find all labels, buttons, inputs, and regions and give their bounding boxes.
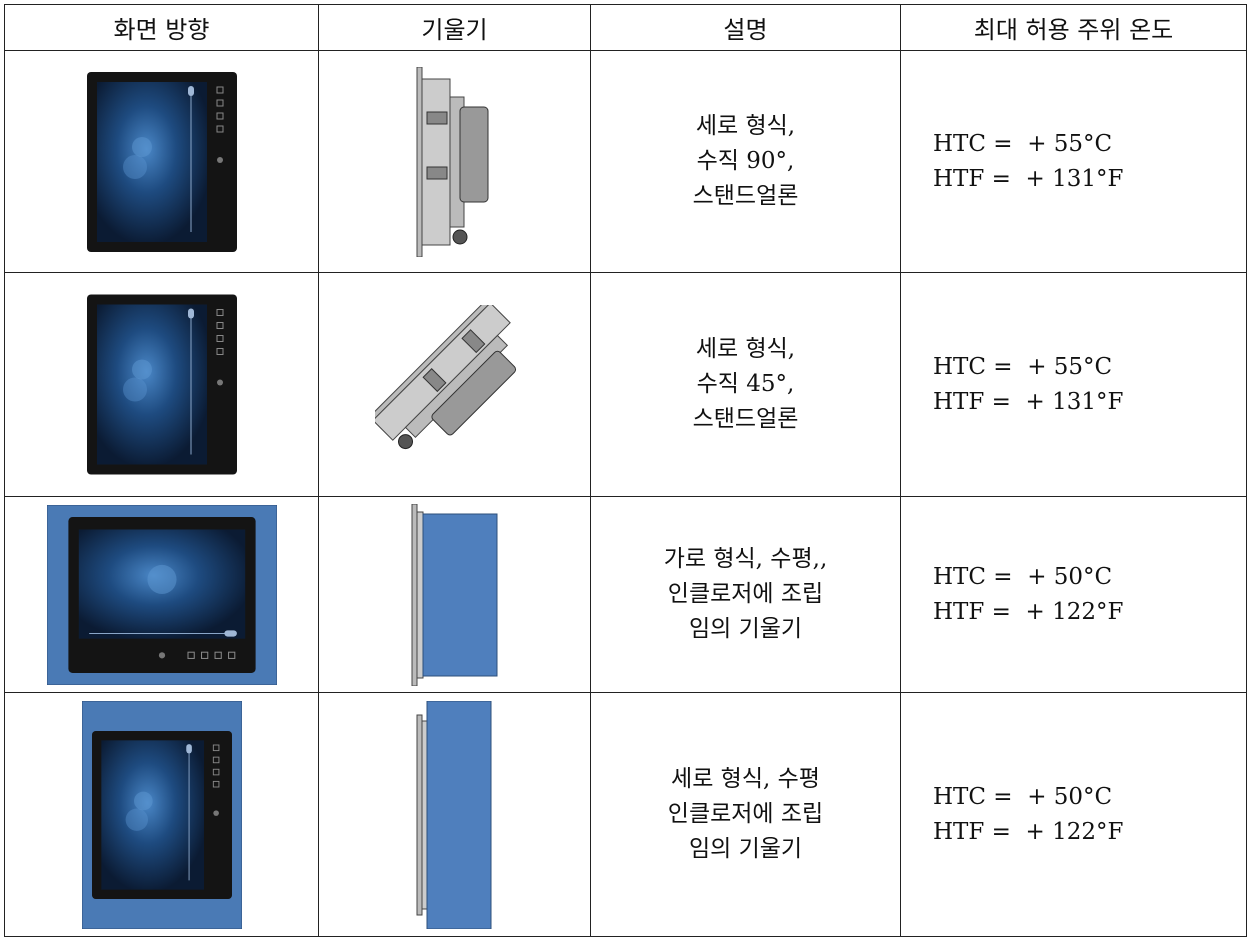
- temperature-cell: HTC = + 55°C HTF = + 131°F: [900, 272, 1247, 497]
- row: 세로 형식, 수직 90°, 스탠드얼론 HTC = + 55°C HTF = + 1…: [4, 50, 1247, 273]
- description-line: 스탠드얼론: [692, 406, 799, 432]
- temperature-line: HTC = + 50°C: [933, 563, 1113, 590]
- panel-landscape: [46, 504, 277, 685]
- row: 세로 형식, 수직 45°, 스탠드얼론 HTC = + 55°C HTF = + 1…: [4, 272, 1247, 497]
- description-line: 임의 기울기: [688, 836, 803, 862]
- temperature-cell: HTC = + 50°C HTF = + 122°F: [900, 496, 1247, 693]
- description-line: 수직 45°,: [696, 371, 795, 397]
- temperature-line: HTC = + 50°C: [933, 783, 1113, 810]
- temperature-cell: HTC = + 50°C HTF = + 122°F: [900, 692, 1247, 937]
- temperature-line: HTC = + 55°C: [933, 130, 1113, 157]
- description-line: 세로 형식,: [695, 113, 796, 139]
- description-line: 스탠드얼론: [692, 183, 799, 209]
- tilt-cell: [318, 272, 591, 497]
- temperature-line: HTC = + 55°C: [933, 353, 1113, 380]
- description-line: 임의 기울기: [688, 616, 803, 642]
- orientation-cell: [4, 496, 319, 693]
- description-line: 세로 형식,: [695, 336, 796, 362]
- header-row: 화면 방향 기울기 설명 최대 허용 주위 온도: [4, 4, 1247, 51]
- temperature-line: HTF = + 131°F: [933, 165, 1124, 192]
- side-view: [416, 700, 491, 929]
- description-cell: 세로 형식, 수직 45°, 스탠드얼론: [590, 272, 901, 497]
- side-view: [415, 67, 495, 257]
- orientation-cell: [4, 692, 319, 937]
- side-view: [411, 503, 497, 686]
- description-line: 세로 형식, 수평: [671, 766, 820, 792]
- tilt-cell: [318, 50, 591, 273]
- temperature-line: HTF = + 131°F: [933, 388, 1124, 415]
- description-line: 인클로저에 조립: [667, 801, 824, 827]
- temperature-cell: HTC = + 55°C HTF = + 131°F: [900, 50, 1247, 273]
- description-line: 가로 형식, 수평,,: [663, 546, 828, 572]
- description-line: 수직 90°,: [696, 148, 795, 174]
- panel-portrait: [87, 72, 237, 252]
- header-cell: 최대 허용 주위 온도: [900, 4, 1247, 51]
- header-cell: 기울기: [318, 4, 591, 51]
- side-view: [374, 304, 535, 465]
- panel-portrait: [86, 293, 237, 476]
- orientation-cell: [4, 272, 319, 497]
- description-line: 인클로저에 조립: [667, 581, 824, 607]
- tilt-cell: [318, 496, 591, 693]
- spec-table: 화면 방향 기울기 설명 최대 허용 주위 온도 세로 형식, 수직 90°, 스탠…: [4, 4, 1247, 937]
- temperature-line: HTF = + 122°F: [933, 818, 1124, 845]
- header-cell: 설명: [590, 4, 901, 51]
- temperature-line: HTF = + 122°F: [933, 598, 1124, 625]
- panel-portrait: [81, 700, 242, 929]
- description-cell: 세로 형식, 수직 90°, 스탠드얼론: [590, 50, 901, 273]
- row: 가로 형식, 수평,, 인클로저에 조립 임의 기울기 HTC = + 50°C HT…: [4, 496, 1247, 693]
- header-cell: 화면 방향: [4, 4, 319, 51]
- orientation-cell: [4, 50, 319, 273]
- tilt-cell: [318, 692, 591, 937]
